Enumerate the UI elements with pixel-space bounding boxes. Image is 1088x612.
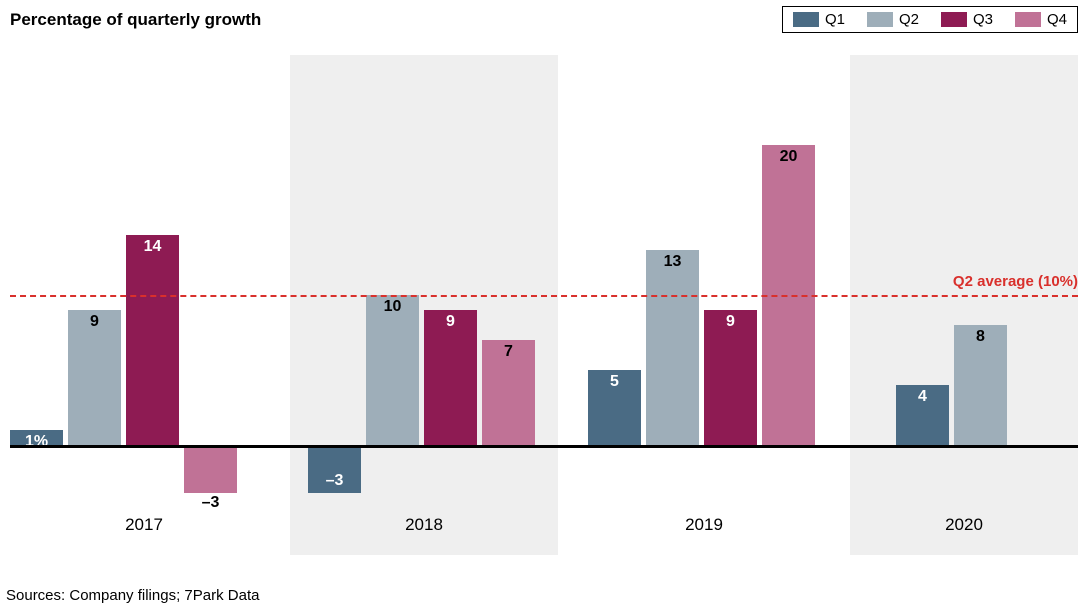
legend-item-q3: Q3: [941, 11, 993, 28]
bar-label-2018-q1: –3: [308, 472, 361, 490]
year-label-2017: 2017: [10, 515, 278, 535]
bar-label-2019-q1: 5: [588, 373, 641, 391]
legend-swatch: [1015, 12, 1041, 27]
legend-item-q2: Q2: [867, 11, 919, 28]
bar-label-2017-q2: 9: [68, 313, 121, 331]
legend-swatch: [941, 12, 967, 27]
bar-2018-q2: [366, 295, 419, 445]
bar-2017-q3: [126, 235, 179, 445]
legend-label: Q2: [899, 11, 919, 28]
legend-swatch: [793, 12, 819, 27]
chart-area: 2017 2018 2019 2020 Q2 average (10%) 1% 9 14 –3 –…: [10, 55, 1078, 555]
legend-item-q4: Q4: [1015, 11, 1067, 28]
bar-label-2019-q2: 13: [646, 253, 699, 271]
bar-label-2018-q3: 9: [424, 313, 477, 331]
bar-2017-q4: [184, 448, 237, 493]
bar-label-2017-q4: –3: [184, 494, 237, 512]
bar-label-2020-q2: 8: [954, 328, 1007, 346]
reference-line: [10, 295, 1078, 297]
year-background-2020: [850, 55, 1078, 555]
bar-label-2019-q4: 20: [762, 148, 815, 166]
bar-label-2018-q4: 7: [482, 343, 535, 361]
bar-label-2017-q1: 1%: [10, 433, 63, 451]
reference-line-label: Q2 average (10%): [949, 273, 1078, 290]
baseline-axis: [10, 445, 1078, 448]
legend-swatch: [867, 12, 893, 27]
chart-title: Percentage of quarterly growth: [10, 10, 261, 30]
sources-text: Sources: Company filings; 7Park Data: [6, 587, 259, 604]
legend-label: Q3: [973, 11, 993, 28]
bar-label-2019-q3: 9: [704, 313, 757, 331]
legend-item-q1: Q1: [793, 11, 845, 28]
year-label-2018: 2018: [290, 515, 558, 535]
legend: Q1 Q2 Q3 Q4: [782, 6, 1078, 33]
legend-label: Q4: [1047, 11, 1067, 28]
legend-label: Q1: [825, 11, 845, 28]
bar-label-2020-q1: 4: [896, 388, 949, 406]
bar-2019-q2: [646, 250, 699, 445]
bar-label-2017-q3: 14: [126, 238, 179, 256]
year-label-2019: 2019: [570, 515, 838, 535]
year-label-2020: 2020: [850, 515, 1078, 535]
bar-label-2018-q2: 10: [366, 298, 419, 316]
